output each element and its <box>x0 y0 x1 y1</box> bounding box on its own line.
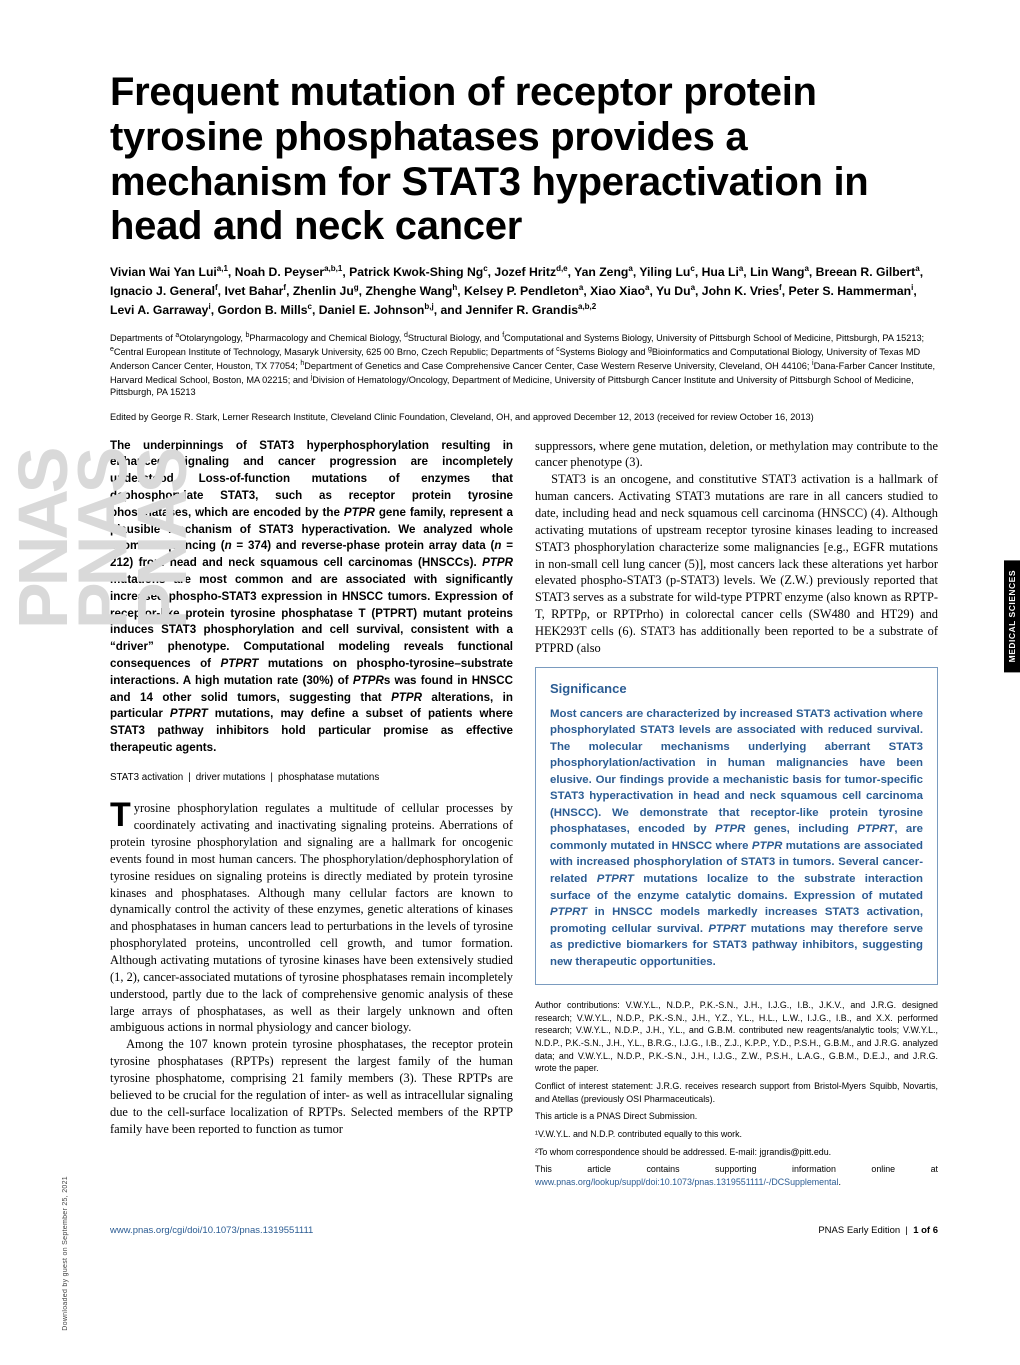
footnote-equal-contribution: ¹V.W.Y.L. and N.D.P. contributed equally… <box>535 1128 938 1141</box>
authors-list: Vivian Wai Yan Luia,1, Noah D. Peysera,b… <box>110 263 938 319</box>
keyword-2: driver mutations <box>196 772 266 783</box>
body-left-p2: Among the 107 known protein tyrosine pho… <box>110 1036 513 1137</box>
download-note: Downloaded by guest on September 25, 202… <box>62 1176 69 1331</box>
footnote-coi: Conflict of interest statement: J.R.G. r… <box>535 1080 938 1105</box>
page-footer: www.pnas.org/cgi/doi/10.1073/pnas.131955… <box>110 1219 938 1236</box>
significance-title: Significance <box>550 680 923 698</box>
edited-by: Edited by George R. Stark, Lerner Resear… <box>110 411 938 423</box>
page: PNAS PNAS PNAS MEDICAL SCIENCES Download… <box>0 0 1020 1365</box>
body-right-p1: suppressors, where gene mutation, deleti… <box>535 438 938 472</box>
supplemental-link[interactable]: www.pnas.org/lookup/suppl/doi:10.1073/pn… <box>535 1177 838 1187</box>
footnote-correspondence: ²To whom correspondence should be addres… <box>535 1146 938 1159</box>
significance-box: Significance Most cancers are characteri… <box>535 667 938 985</box>
body-right-p2: STAT3 is an oncogene, and constitutive S… <box>535 471 938 656</box>
keyword-3: phosphatase mutations <box>278 772 379 783</box>
footnote-direct-submission: This article is a PNAS Direct Submission… <box>535 1110 938 1123</box>
section-side-tab: MEDICAL SCIENCES <box>1004 560 1020 672</box>
right-column: suppressors, where gene mutation, deleti… <box>535 438 938 1194</box>
footnote-supplemental: This article contains supporting informa… <box>535 1163 938 1188</box>
footnote-author-contributions: Author contributions: V.W.Y.L., N.D.P., … <box>535 999 938 1075</box>
two-column-body: The underpinnings of STAT3 hyperphosphor… <box>110 438 938 1194</box>
doi-link[interactable]: www.pnas.org/cgi/doi/10.1073/pnas.131955… <box>110 1225 313 1236</box>
affiliations: Departments of aOtolaryngology, bPharmac… <box>110 331 938 399</box>
journal-spine: PNAS PNAS PNAS <box>14 180 72 900</box>
significance-body: Most cancers are characterized by increa… <box>550 706 923 971</box>
body-right: suppressors, where gene mutation, deleti… <box>535 438 938 657</box>
article-title: Frequent mutation of receptor protein ty… <box>110 70 938 249</box>
spine-text-3: PNAS <box>133 180 193 900</box>
footnotes: Author contributions: V.W.Y.L., N.D.P., … <box>535 999 938 1188</box>
page-number: PNAS Early Edition | 1 of 6 <box>818 1225 938 1236</box>
